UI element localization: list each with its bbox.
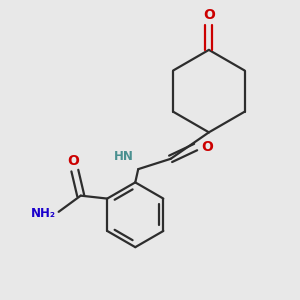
Text: O: O [68,154,79,168]
Text: O: O [203,8,215,22]
Text: HN: HN [114,150,134,163]
Text: NH₂: NH₂ [31,207,56,220]
Text: O: O [201,140,213,154]
